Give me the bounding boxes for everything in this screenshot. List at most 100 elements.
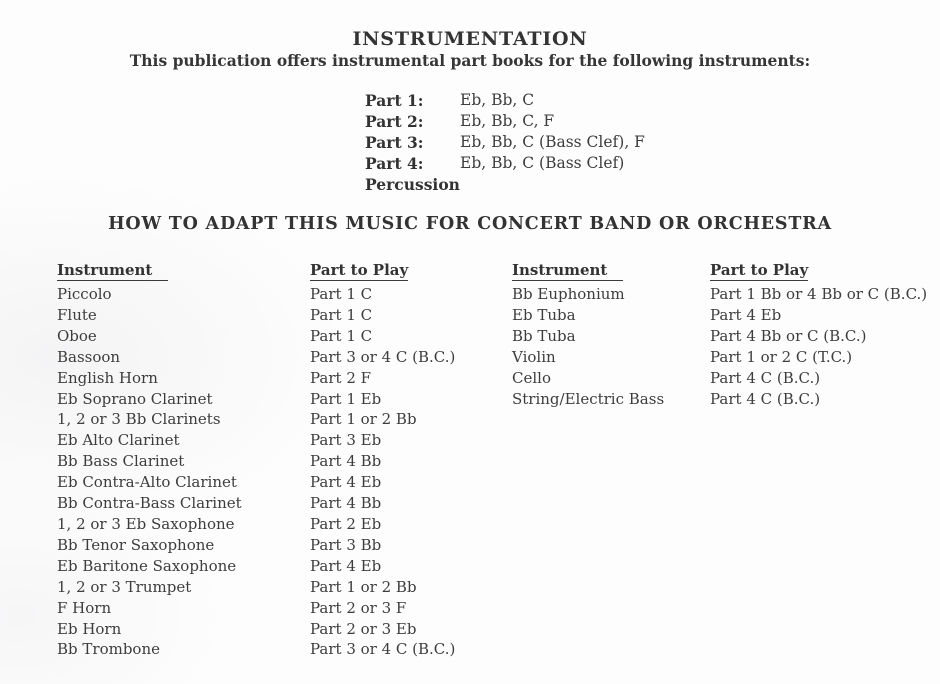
table-row: Bb Trombone Part 3 or 4 C (B.C.) bbox=[57, 639, 510, 660]
part-cell: Part 1 Eb bbox=[310, 389, 382, 408]
part-cell: Part 2 Eb bbox=[310, 514, 382, 533]
page-subtitle: This publication offers instrumental par… bbox=[129, 51, 811, 70]
part-book-row: Part 3: Eb, Bb, C (Bass Clef), F bbox=[365, 132, 645, 153]
part-cell: Part 1 C bbox=[310, 305, 373, 324]
part-cell: Part 1 Bb or 4 Bb or C (B.C.) bbox=[710, 285, 928, 303]
instrument-cell: Flute bbox=[57, 305, 97, 324]
part-cell: Part 4 C (B.C.) bbox=[710, 368, 821, 387]
table-row: Bb Contra-Bass Clarinet Part 4 Bb bbox=[57, 493, 510, 514]
part-book-row: Part 4: Eb, Bb, C (Bass Clef) bbox=[365, 153, 645, 174]
table-row: Flute Part 1 C bbox=[57, 305, 510, 326]
table-row: F Horn Part 2 or 3 F bbox=[57, 598, 510, 619]
instrument-cell: Violin bbox=[512, 347, 556, 366]
table-row: 1, 2 or 3 Trumpet Part 1 or 2 Bb bbox=[57, 577, 510, 598]
part-cell: Part 3 or 4 C (B.C.) bbox=[310, 347, 456, 366]
part-books-list: Part 1: Eb, Bb, C Part 2: Eb, Bb, C, F P… bbox=[365, 90, 645, 195]
instrument-column-header: Instrument bbox=[512, 260, 710, 281]
instrument-cell: Eb Tuba bbox=[512, 305, 576, 324]
instrument-cell: Bb Contra-Bass Clarinet bbox=[57, 494, 242, 513]
part-cell: Part 1 or 2 Bb bbox=[310, 577, 417, 596]
instrument-cell: 1, 2 or 3 Trumpet bbox=[57, 577, 192, 596]
part-book-value: Eb, Bb, C (Bass Clef) bbox=[460, 154, 625, 172]
instrument-cell: String/Electric Bass bbox=[512, 389, 665, 408]
instrument-cell: Oboe bbox=[57, 326, 97, 345]
instrument-cell: English Horn bbox=[57, 368, 158, 387]
part-book-row: Percussion bbox=[365, 174, 645, 195]
table-header-row: Instrument Part to Play bbox=[512, 260, 940, 281]
instrument-cell: Bb Bass Clarinet bbox=[57, 452, 185, 471]
part-cell: Part 1 or 2 Bb bbox=[310, 410, 417, 429]
part-cell: Part 3 Bb bbox=[310, 535, 382, 554]
part-cell: Part 4 Bb or C (B.C.) bbox=[710, 326, 867, 345]
table-row: Bb Tuba Part 4 Bb or C (B.C.) bbox=[512, 326, 940, 347]
adaptation-table-left: Instrument Part to Play Piccolo Part 1 C… bbox=[57, 260, 510, 660]
table-row: English Horn Part 2 F bbox=[57, 368, 510, 389]
table-row: Bassoon Part 3 or 4 C (B.C.) bbox=[57, 347, 510, 368]
part-book-label: Part 3: bbox=[365, 133, 424, 152]
part-book-value: Eb, Bb, C (Bass Clef), F bbox=[460, 133, 645, 151]
table-row: Eb Soprano Clarinet Part 1 Eb bbox=[57, 389, 510, 410]
part-to-play-column-header: Part to Play bbox=[710, 261, 809, 281]
part-cell: Part 3 or 4 C (B.C.) bbox=[310, 640, 456, 659]
part-book-row: Part 2: Eb, Bb, C, F bbox=[365, 111, 645, 132]
table-body: Bb Euphonium Part 1 Bb or 4 Bb or C (B.C… bbox=[512, 284, 940, 409]
instrument-cell: F Horn bbox=[57, 598, 112, 617]
part-cell: Part 4 Eb bbox=[710, 305, 782, 324]
instrument-cell: Bb Trombone bbox=[57, 640, 160, 659]
table-row: Eb Alto Clarinet Part 3 Eb bbox=[57, 430, 510, 451]
table-row: Oboe Part 1 C bbox=[57, 326, 510, 347]
part-book-value: Eb, Bb, C bbox=[460, 91, 535, 109]
part-cell: Part 4 Eb bbox=[310, 556, 382, 575]
part-book-label: Part 4: bbox=[365, 154, 424, 173]
table-body: Piccolo Part 1 C Flute Part 1 C Oboe Par… bbox=[57, 284, 510, 660]
table-row: 1, 2 or 3 Bb Clarinets Part 1 or 2 Bb bbox=[57, 409, 510, 430]
table-row: Piccolo Part 1 C bbox=[57, 284, 510, 305]
part-cell: Part 4 Bb bbox=[310, 494, 382, 513]
part-cell: Part 2 F bbox=[310, 368, 372, 387]
instrument-column-header: Instrument bbox=[57, 260, 310, 281]
part-to-play-column-header: Part to Play bbox=[310, 261, 409, 281]
instrument-cell: Piccolo bbox=[57, 285, 112, 303]
instrument-cell: Eb Contra-Alto Clarinet bbox=[57, 473, 237, 492]
table-row: Eb Horn Part 2 or 3 Eb bbox=[57, 619, 510, 640]
instrument-cell: Bb Tuba bbox=[512, 326, 576, 345]
instrument-cell: Eb Alto Clarinet bbox=[57, 431, 180, 450]
part-cell: Part 3 Eb bbox=[310, 431, 382, 450]
page-title: INSTRUMENTATION bbox=[352, 28, 588, 50]
section-heading: HOW TO ADAPT THIS MUSIC FOR CONCERT BAND… bbox=[108, 214, 832, 234]
instrument-cell: Eb Horn bbox=[57, 619, 122, 638]
table-row: Violin Part 1 or 2 C (T.C.) bbox=[512, 347, 940, 368]
part-cell: Part 4 Bb bbox=[310, 452, 382, 471]
instrument-cell: Cello bbox=[512, 368, 551, 387]
table-row: 1, 2 or 3 Eb Saxophone Part 2 Eb bbox=[57, 514, 510, 535]
table-row: Eb Baritone Saxophone Part 4 Eb bbox=[57, 556, 510, 577]
part-cell: Part 1 or 2 C (T.C.) bbox=[710, 347, 853, 366]
part-cell: Part 1 C bbox=[310, 326, 373, 345]
table-row: Bb Bass Clarinet Part 4 Bb bbox=[57, 451, 510, 472]
table-row: Cello Part 4 C (B.C.) bbox=[512, 368, 940, 389]
instrument-cell: Eb Soprano Clarinet bbox=[57, 389, 213, 408]
table-row: Bb Euphonium Part 1 Bb or 4 Bb or C (B.C… bbox=[512, 284, 940, 305]
table-header-row: Instrument Part to Play bbox=[57, 260, 510, 281]
table-row: String/Electric Bass Part 4 C (B.C.) bbox=[512, 389, 940, 410]
adaptation-table-right: Instrument Part to Play Bb Euphonium Par… bbox=[512, 260, 940, 409]
part-book-label: Part 2: bbox=[365, 112, 424, 131]
part-cell: Part 2 or 3 Eb bbox=[310, 619, 417, 638]
part-cell: Part 4 C (B.C.) bbox=[710, 389, 821, 408]
part-cell: Part 2 or 3 F bbox=[310, 598, 407, 617]
instrument-cell: 1, 2 or 3 Bb Clarinets bbox=[57, 410, 221, 429]
instrument-cell: Bb Tenor Saxophone bbox=[57, 535, 215, 554]
instrument-cell: Bassoon bbox=[57, 347, 121, 366]
instrument-cell: Eb Baritone Saxophone bbox=[57, 556, 237, 575]
instrument-cell: 1, 2 or 3 Eb Saxophone bbox=[57, 514, 235, 533]
part-book-row: Part 1: Eb, Bb, C bbox=[365, 90, 645, 111]
table-row: Eb Contra-Alto Clarinet Part 4 Eb bbox=[57, 472, 510, 493]
table-row: Bb Tenor Saxophone Part 3 Bb bbox=[57, 535, 510, 556]
part-cell: Part 1 C bbox=[310, 285, 373, 303]
part-book-label: Percussion bbox=[365, 175, 460, 194]
table-row: Eb Tuba Part 4 Eb bbox=[512, 305, 940, 326]
part-book-value: Eb, Bb, C, F bbox=[460, 112, 555, 130]
instrument-cell: Bb Euphonium bbox=[512, 285, 625, 303]
part-cell: Part 4 Eb bbox=[310, 473, 382, 492]
part-book-label: Part 1: bbox=[365, 91, 424, 110]
